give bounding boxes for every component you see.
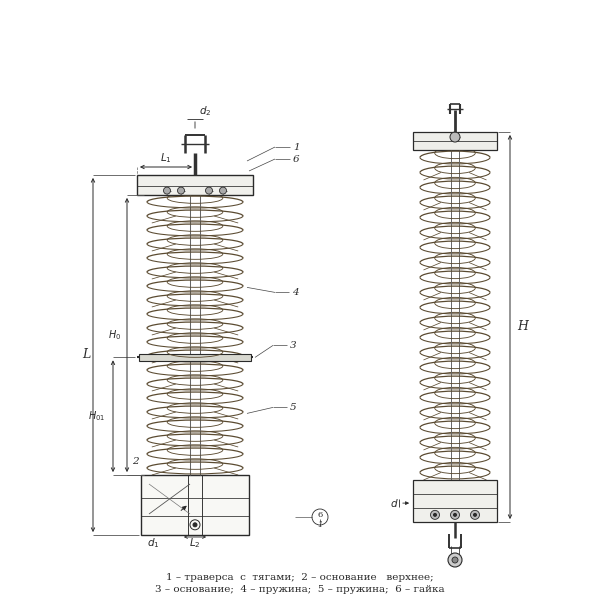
Text: 5: 5: [290, 403, 296, 412]
Text: 1: 1: [317, 521, 323, 529]
Text: $H_0$: $H_0$: [108, 328, 121, 342]
Bar: [413, 132, 497, 150]
Text: 4: 4: [292, 288, 299, 297]
Circle shape: [220, 187, 227, 194]
Circle shape: [454, 514, 457, 517]
Text: $H_{01}$: $H_{01}$: [88, 409, 105, 423]
Text: $d_1$: $d_1$: [147, 536, 159, 550]
Circle shape: [450, 132, 460, 142]
Text: 6: 6: [317, 511, 323, 519]
Text: 1 – траверса  с  тягами;  2 – основание   верхнее;: 1 – траверса с тягами; 2 – основание вер…: [166, 574, 434, 583]
Circle shape: [473, 514, 476, 517]
Circle shape: [205, 187, 212, 194]
Circle shape: [163, 187, 170, 194]
Circle shape: [178, 187, 185, 194]
Circle shape: [452, 557, 458, 563]
Circle shape: [193, 523, 197, 527]
Text: 1: 1: [293, 142, 299, 151]
Text: L: L: [82, 349, 90, 361]
Text: $L_2$: $L_2$: [189, 536, 201, 550]
Bar: [413, 480, 497, 522]
Circle shape: [448, 553, 462, 567]
Text: 3: 3: [290, 341, 296, 350]
Text: 2: 2: [133, 457, 139, 466]
Bar: [139, 354, 251, 361]
Text: $d_2$: $d_2$: [199, 104, 211, 118]
Text: 3 – основание;  4 – пружина;  5 – пружина;  6 – гайка: 3 – основание; 4 – пружина; 5 – пружина;…: [155, 584, 445, 593]
Circle shape: [470, 511, 479, 520]
Circle shape: [433, 514, 437, 517]
Bar: [141, 475, 249, 535]
Text: H: H: [517, 320, 528, 334]
Bar: [137, 175, 253, 195]
Text: $d$: $d$: [391, 497, 399, 509]
Text: $L_1$: $L_1$: [160, 151, 172, 165]
Circle shape: [431, 511, 439, 520]
Text: 6: 6: [293, 154, 299, 163]
Circle shape: [451, 511, 460, 520]
